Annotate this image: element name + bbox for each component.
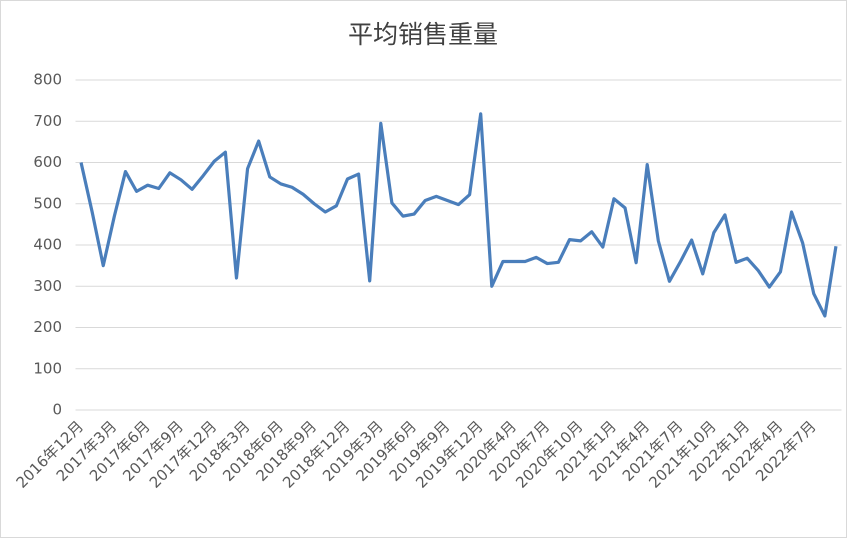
y-tick-label: 800 [33, 71, 62, 89]
y-tick-label: 400 [33, 236, 62, 254]
y-tick-label: 600 [33, 153, 62, 171]
y-tick-label: 300 [33, 277, 62, 295]
y-tick-label: 500 [33, 194, 62, 212]
y-tick-label: 100 [33, 359, 62, 377]
chart-title: 平均销售重量 [348, 20, 498, 49]
y-tick-label: 700 [33, 112, 62, 130]
data-line [79, 112, 838, 318]
y-tick-label: 0 [52, 401, 62, 419]
y-tick-label: 200 [33, 318, 62, 336]
